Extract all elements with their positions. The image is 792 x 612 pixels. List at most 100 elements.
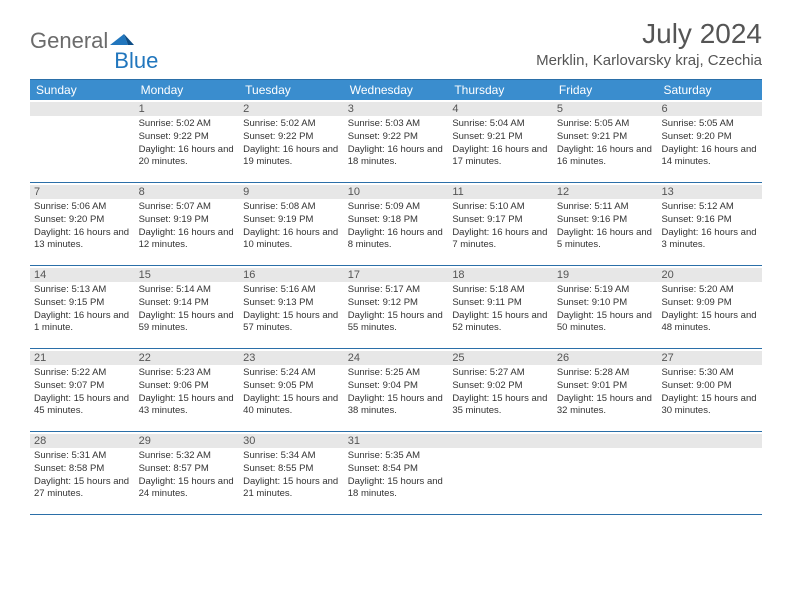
day-number: 7 <box>30 185 135 199</box>
detail-line: Daylight: 15 hours and 55 minutes. <box>348 310 445 336</box>
detail-line: Daylight: 15 hours and 27 minutes. <box>34 476 131 502</box>
day-number: 27 <box>657 351 762 365</box>
detail-line: Sunset: 9:06 PM <box>139 380 236 393</box>
day-number: 21 <box>30 351 135 365</box>
detail-line: Sunrise: 5:23 AM <box>139 367 236 380</box>
detail-line: Daylight: 16 hours and 20 minutes. <box>139 144 236 170</box>
detail-line: Daylight: 16 hours and 13 minutes. <box>34 227 131 253</box>
day-details: Sunrise: 5:08 AMSunset: 9:19 PMDaylight:… <box>243 201 340 252</box>
detail-line: Sunset: 9:22 PM <box>348 131 445 144</box>
detail-line: Sunset: 9:05 PM <box>243 380 340 393</box>
detail-line: Sunrise: 5:25 AM <box>348 367 445 380</box>
day-header-cell: Friday <box>553 80 658 100</box>
day-details: Sunrise: 5:28 AMSunset: 9:01 PMDaylight:… <box>557 367 654 418</box>
day-number: 29 <box>135 434 240 448</box>
day-cell: 30Sunrise: 5:34 AMSunset: 8:55 PMDayligh… <box>239 432 344 514</box>
detail-line: Daylight: 15 hours and 59 minutes. <box>139 310 236 336</box>
day-details: Sunrise: 5:31 AMSunset: 8:58 PMDaylight:… <box>34 450 131 501</box>
day-number: 8 <box>135 185 240 199</box>
detail-line: Sunset: 9:19 PM <box>243 214 340 227</box>
day-cell <box>448 432 553 514</box>
day-details: Sunrise: 5:06 AMSunset: 9:20 PMDaylight:… <box>34 201 131 252</box>
detail-line: Sunrise: 5:07 AM <box>139 201 236 214</box>
detail-line: Sunrise: 5:16 AM <box>243 284 340 297</box>
day-cell: 15Sunrise: 5:14 AMSunset: 9:14 PMDayligh… <box>135 266 240 348</box>
detail-line: Sunset: 8:58 PM <box>34 463 131 476</box>
detail-line: Sunrise: 5:09 AM <box>348 201 445 214</box>
day-header-cell: Monday <box>135 80 240 100</box>
day-cell: 27Sunrise: 5:30 AMSunset: 9:00 PMDayligh… <box>657 349 762 431</box>
day-number: 28 <box>30 434 135 448</box>
day-cell: 25Sunrise: 5:27 AMSunset: 9:02 PMDayligh… <box>448 349 553 431</box>
detail-line: Sunrise: 5:10 AM <box>452 201 549 214</box>
detail-line: Daylight: 15 hours and 40 minutes. <box>243 393 340 419</box>
week-row: 1Sunrise: 5:02 AMSunset: 9:22 PMDaylight… <box>30 100 762 183</box>
day-cell: 24Sunrise: 5:25 AMSunset: 9:04 PMDayligh… <box>344 349 449 431</box>
day-details: Sunrise: 5:23 AMSunset: 9:06 PMDaylight:… <box>139 367 236 418</box>
detail-line: Sunset: 9:14 PM <box>139 297 236 310</box>
detail-line: Sunrise: 5:24 AM <box>243 367 340 380</box>
day-details: Sunrise: 5:12 AMSunset: 9:16 PMDaylight:… <box>661 201 758 252</box>
day-number: 17 <box>344 268 449 282</box>
day-details: Sunrise: 5:16 AMSunset: 9:13 PMDaylight:… <box>243 284 340 335</box>
detail-line: Sunrise: 5:35 AM <box>348 450 445 463</box>
day-number: 20 <box>657 268 762 282</box>
day-header-row: SundayMondayTuesdayWednesdayThursdayFrid… <box>30 80 762 100</box>
detail-line: Sunrise: 5:22 AM <box>34 367 131 380</box>
detail-line: Sunrise: 5:17 AM <box>348 284 445 297</box>
detail-line: Sunrise: 5:14 AM <box>139 284 236 297</box>
detail-line: Sunset: 8:55 PM <box>243 463 340 476</box>
day-details: Sunrise: 5:32 AMSunset: 8:57 PMDaylight:… <box>139 450 236 501</box>
detail-line: Sunset: 9:15 PM <box>34 297 131 310</box>
detail-line: Sunrise: 5:18 AM <box>452 284 549 297</box>
day-cell: 13Sunrise: 5:12 AMSunset: 9:16 PMDayligh… <box>657 183 762 265</box>
day-cell: 3Sunrise: 5:03 AMSunset: 9:22 PMDaylight… <box>344 100 449 182</box>
day-cell: 23 Sunrise: 5:24 AMSunset: 9:05 PMDayligh… <box>239 349 344 431</box>
detail-line: Daylight: 15 hours and 30 minutes. <box>661 393 758 419</box>
day-details: Sunrise: 5:14 AMSunset: 9:14 PMDaylight:… <box>139 284 236 335</box>
detail-line: Daylight: 15 hours and 18 minutes. <box>348 476 445 502</box>
location-text: Merklin, Karlovarsky kraj, Czechia <box>536 52 762 69</box>
detail-line: Daylight: 16 hours and 1 minute. <box>34 310 131 336</box>
detail-line: Daylight: 16 hours and 18 minutes. <box>348 144 445 170</box>
detail-line: Sunset: 9:01 PM <box>557 380 654 393</box>
detail-line: Sunset: 9:11 PM <box>452 297 549 310</box>
day-number: 24 <box>344 351 449 365</box>
day-details: Sunrise: 5:22 AMSunset: 9:07 PMDaylight:… <box>34 367 131 418</box>
day-number: 19 <box>553 268 658 282</box>
day-number: 23 <box>239 351 344 365</box>
detail-line: Daylight: 15 hours and 38 minutes. <box>348 393 445 419</box>
day-cell: 28 Sunrise: 5:31 AMSunset: 8:58 PMDayligh… <box>30 432 135 514</box>
detail-line: Daylight: 15 hours and 21 minutes. <box>243 476 340 502</box>
day-number: 6 <box>657 102 762 116</box>
day-details: Sunrise: 5:17 AMSunset: 9:12 PMDaylight:… <box>348 284 445 335</box>
day-number <box>30 102 135 116</box>
day-header-cell: Sunday <box>30 80 135 100</box>
detail-line: Sunset: 9:10 PM <box>557 297 654 310</box>
week-row: 14Sunrise: 5:13 AMSunset: 9:15 PMDayligh… <box>30 266 762 349</box>
detail-line: Sunset: 9:20 PM <box>661 131 758 144</box>
day-number: 25 <box>448 351 553 365</box>
day-cell: 12Sunrise: 5:11 AMSunset: 9:16 PMDayligh… <box>553 183 658 265</box>
day-details: Sunrise: 5:02 AMSunset: 9:22 PMDaylight:… <box>243 118 340 169</box>
day-number <box>448 434 553 448</box>
detail-line: Sunrise: 5:04 AM <box>452 118 549 131</box>
day-cell: 29 Sunrise: 5:32 AMSunset: 8:57 PMDayligh… <box>135 432 240 514</box>
detail-line: Daylight: 15 hours and 43 minutes. <box>139 393 236 419</box>
day-cell: 6Sunrise: 5:05 AMSunset: 9:20 PMDaylight… <box>657 100 762 182</box>
day-cell: 22Sunrise: 5:23 AMSunset: 9:06 PMDayligh… <box>135 349 240 431</box>
detail-line: Daylight: 16 hours and 7 minutes. <box>452 227 549 253</box>
day-number <box>553 434 658 448</box>
day-details: Sunrise: 5:07 AMSunset: 9:19 PMDaylight:… <box>139 201 236 252</box>
month-title: July 2024 <box>536 18 762 50</box>
detail-line: Daylight: 16 hours and 19 minutes. <box>243 144 340 170</box>
day-details: Sunrise: 5:20 AMSunset: 9:09 PMDaylight:… <box>661 284 758 335</box>
day-number: 10 <box>344 185 449 199</box>
detail-line: Daylight: 15 hours and 48 minutes. <box>661 310 758 336</box>
detail-line: Sunset: 9:17 PM <box>452 214 549 227</box>
day-number: 18 <box>448 268 553 282</box>
page-header: General Blue July 2024 Merklin, Karlovar… <box>0 0 792 73</box>
detail-line: Sunrise: 5:20 AM <box>661 284 758 297</box>
detail-line: Sunset: 8:57 PM <box>139 463 236 476</box>
detail-line: Sunrise: 5:11 AM <box>557 201 654 214</box>
